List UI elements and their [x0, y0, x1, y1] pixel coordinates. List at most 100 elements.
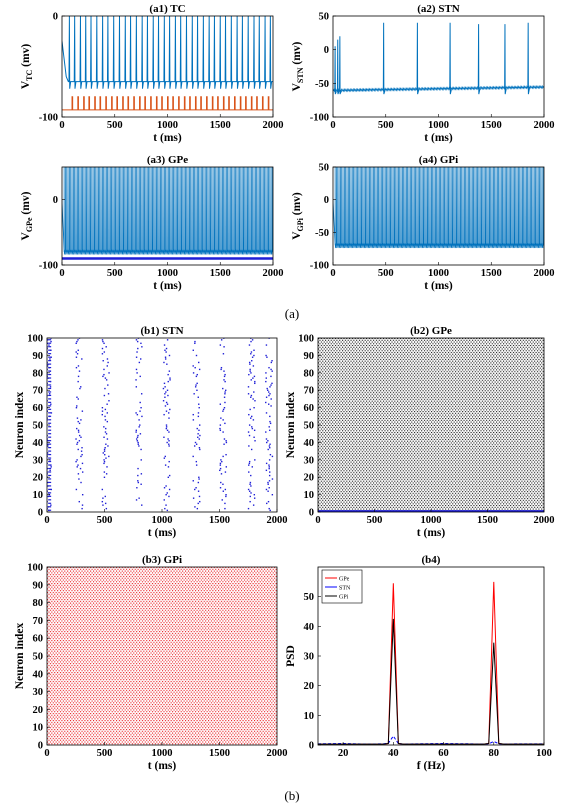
y-tick-label: 10 [33, 723, 44, 734]
spike-dot [268, 466, 270, 468]
spike-dot [268, 507, 270, 510]
axes-frame [46, 337, 278, 513]
spike-dot [265, 462, 268, 465]
spike-dot [247, 386, 250, 388]
spike-dot [222, 408, 225, 411]
spike-dot [104, 415, 106, 418]
spike-dot [107, 361, 109, 364]
spike-dot [103, 459, 105, 461]
spike-dot [48, 440, 52, 442]
spike-dot [48, 339, 52, 341]
spike-dot [224, 373, 226, 376]
spike-dot [76, 340, 78, 343]
spike-dot [162, 387, 165, 390]
spike-dot [101, 407, 104, 409]
spike-dot [48, 433, 52, 435]
spike-dot [271, 382, 273, 385]
plot-area-a2 [333, 22, 544, 95]
spike-dot [164, 405, 167, 407]
spike-dot [103, 368, 105, 371]
spike-dot [192, 455, 194, 458]
spike-dot [265, 396, 268, 398]
spike-dot [249, 368, 251, 371]
spike-dot [269, 386, 271, 388]
spike-dot [50, 356, 52, 358]
y-tick-label: 80 [33, 598, 44, 609]
spike-dot [77, 473, 80, 475]
tc-input-pulses [62, 96, 273, 111]
spike-dot [101, 413, 104, 416]
spike-dot [81, 358, 83, 360]
spike-dot [247, 507, 250, 510]
spike-dot [164, 356, 167, 358]
spike-dot [268, 467, 270, 470]
spike-dot [219, 424, 222, 426]
spike-dot [166, 339, 169, 341]
spike-dot [270, 375, 272, 378]
spike-dot [268, 426, 270, 428]
spike-dot [135, 412, 137, 414]
stn-voltage-baseline [333, 84, 544, 94]
spike-dot [252, 377, 254, 379]
spike-dot [104, 387, 106, 390]
spike-dot [163, 487, 166, 489]
spike-dot [248, 424, 251, 426]
spike-dot [198, 429, 200, 432]
spike-dot [165, 391, 167, 393]
spike-dot [104, 495, 106, 498]
spike-dot [195, 487, 197, 489]
spike-dot [106, 466, 108, 468]
plot-area-b3 [47, 567, 277, 745]
spike-dot [266, 441, 268, 444]
spike-dot [265, 431, 267, 433]
spike-dot [225, 440, 227, 442]
y-tick-label: 20 [33, 705, 44, 716]
spike-dot [48, 384, 52, 386]
spike-dot [248, 471, 250, 473]
spike-dot [164, 464, 167, 466]
spike-dot [138, 445, 140, 447]
spike-dot [79, 387, 81, 390]
x-tick-label: 1500 [477, 515, 498, 526]
x-tick-label: 1500 [210, 268, 231, 279]
spike-dot [269, 447, 271, 449]
chart-title: (b3) GPi [142, 554, 182, 566]
spike-dot [219, 344, 222, 346]
spike-dot [136, 351, 138, 353]
spike-dot [48, 401, 52, 403]
spike-dot [139, 424, 141, 426]
spike-dot [47, 443, 49, 445]
spike-dot [47, 481, 49, 484]
spike-dot [101, 347, 104, 350]
spike-dot [248, 344, 251, 346]
spike-dot [225, 494, 227, 496]
spike-dot [166, 363, 168, 365]
spike-dot [269, 453, 272, 456]
spike-dot [225, 495, 227, 498]
stn-spike [449, 22, 452, 95]
plot-area-a4 [333, 167, 544, 249]
spike-dot [105, 433, 108, 435]
psd-legend: GPe STN GPi [321, 569, 363, 604]
spike-dot [249, 363, 251, 365]
x-tick-label: 60 [438, 748, 449, 759]
spike-dot [75, 488, 78, 491]
spike-dot [168, 445, 170, 447]
y-tick-label: 70 [33, 386, 44, 397]
spike-dot [75, 438, 77, 440]
spike-dot [103, 436, 105, 438]
spike-dot [81, 410, 84, 412]
spike-dot [223, 438, 226, 440]
y-tick-label: -50 [315, 79, 329, 90]
spike-dot [194, 506, 196, 508]
x-axis-label: t (ms) [153, 280, 182, 292]
spike-dot [195, 375, 198, 378]
spike-dot [195, 443, 198, 445]
spike-dot [76, 405, 78, 407]
spike-dot [251, 427, 254, 430]
b3-raster-dots [47, 567, 277, 745]
spike-dot [48, 380, 52, 383]
spike-dot [167, 466, 170, 468]
x-tick-label: 100 [536, 748, 552, 759]
spike-dot [47, 467, 48, 470]
